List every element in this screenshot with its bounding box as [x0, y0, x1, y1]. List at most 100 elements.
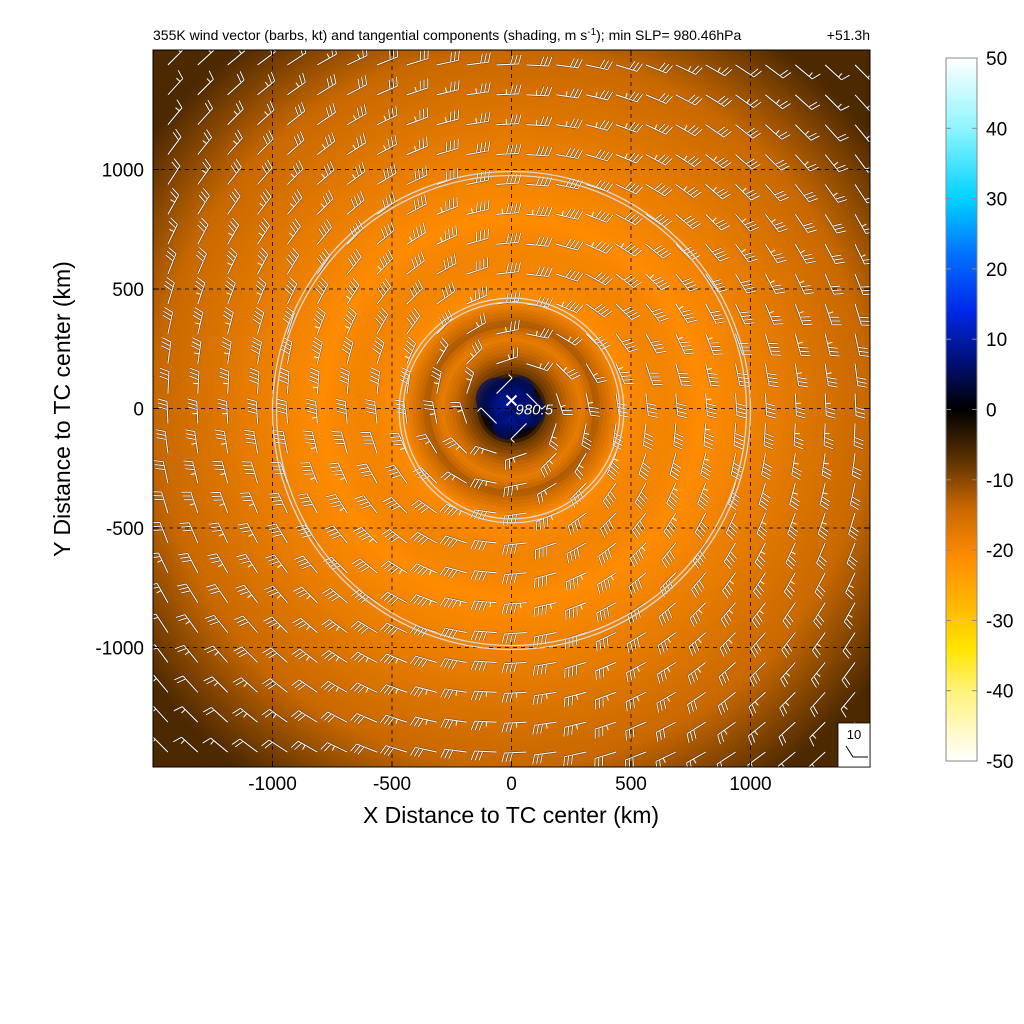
wind-barb [196, 128, 213, 156]
wind-barb [685, 751, 707, 767]
wind-barb [778, 721, 797, 747]
wind-barb [409, 531, 438, 546]
wind-barb [674, 393, 688, 419]
wind-barb [629, 542, 647, 568]
wind-barb [256, 188, 272, 215]
wind-barb [173, 675, 199, 694]
wind-barb [615, 273, 642, 289]
wind-barb [615, 211, 644, 226]
wind-barb [853, 363, 868, 389]
wind-barb [159, 367, 170, 394]
wind-barb [734, 153, 761, 170]
wind-barb [794, 243, 816, 265]
wind-barb [293, 555, 319, 574]
wind-barb [410, 499, 438, 514]
center-x-mark [505, 394, 518, 407]
wind-barb [585, 209, 614, 224]
wind-barb [335, 398, 349, 424]
wind-barb [674, 273, 699, 293]
wind-barb [760, 453, 773, 481]
wind-barb [824, 243, 845, 265]
wind-barb [217, 397, 229, 424]
wind-barb [376, 221, 396, 246]
colorbar-tick-label: 10 [986, 330, 1007, 351]
wind-barb [555, 269, 584, 283]
wind-barb [645, 123, 674, 136]
wind-barb [174, 644, 199, 664]
wind-barb [470, 690, 497, 701]
wind-barb [495, 374, 513, 395]
wind-barb [593, 751, 617, 767]
wind-barb [748, 691, 767, 717]
wind-barb [674, 363, 692, 387]
wind-barb [764, 393, 777, 419]
wind-barb [675, 183, 702, 199]
wind-barb [226, 217, 240, 245]
wind-barb [379, 622, 408, 636]
wind-barb [320, 741, 348, 754]
shading-core [492, 410, 522, 440]
wind-barb [214, 429, 229, 454]
wind-barb [764, 64, 792, 79]
wind-barb [302, 429, 319, 454]
wind-barb [256, 159, 273, 186]
x-axis-ticks: -1000 -500 0 500 1000 [248, 50, 772, 795]
wind-barb [688, 631, 707, 657]
wind-barb [815, 542, 828, 571]
wind-barb [232, 676, 259, 694]
wind-barb [675, 63, 703, 76]
wind-barb [189, 367, 200, 394]
wind-barb [369, 366, 381, 394]
wind-barb [595, 601, 617, 623]
wind-barb [764, 153, 790, 172]
y-axis-ticks: -1000 -500 0 500 1000 [95, 161, 870, 660]
wind-barb [854, 213, 870, 235]
wind-barb [501, 631, 527, 644]
wind-barb [439, 534, 468, 548]
wind-barb [470, 720, 497, 731]
wind-barb [634, 482, 649, 511]
wind-barb [196, 187, 211, 215]
wind-barb [219, 367, 230, 394]
wind-barb [285, 247, 300, 275]
wind-barb [526, 205, 553, 218]
wind-barb [466, 228, 490, 246]
wind-barb [321, 587, 348, 604]
colorbar-tick-label: -20 [986, 541, 1013, 562]
wind-barb [734, 93, 762, 109]
wind-barb [842, 631, 856, 660]
wind-barb [705, 153, 732, 169]
wind-barb [325, 493, 349, 514]
wind-barb [794, 303, 813, 326]
wind-barb [321, 618, 348, 634]
wind-barb [794, 123, 820, 142]
wind-barb [645, 243, 672, 259]
wind-barb [824, 64, 851, 81]
time-label: +51.3h [827, 27, 870, 43]
wind-barb [809, 691, 827, 718]
wind-barb [350, 620, 378, 635]
wind-barb [526, 236, 554, 248]
wind-barb [644, 363, 663, 386]
wind-barb [436, 50, 461, 67]
wind-barb [824, 123, 850, 142]
wind-barb [565, 571, 587, 592]
reference-barb-label: 10 [847, 727, 861, 742]
wind-barb [790, 453, 803, 481]
x-tick-label: 500 [615, 774, 647, 795]
wind-barb [292, 617, 319, 634]
wind-barb [202, 737, 229, 753]
wind-barb [316, 131, 336, 156]
colorbar-tick-label: 30 [986, 190, 1007, 211]
wind-barb [226, 70, 245, 96]
shading-core [507, 376, 535, 403]
wind-barb [208, 522, 229, 544]
wind-barb [466, 111, 491, 126]
wind-barb [439, 748, 467, 760]
wind-barb [824, 303, 842, 326]
wind-barb [379, 744, 408, 757]
wind-barb [379, 591, 408, 606]
wind-barb [450, 401, 468, 424]
wind-barb [526, 361, 554, 372]
